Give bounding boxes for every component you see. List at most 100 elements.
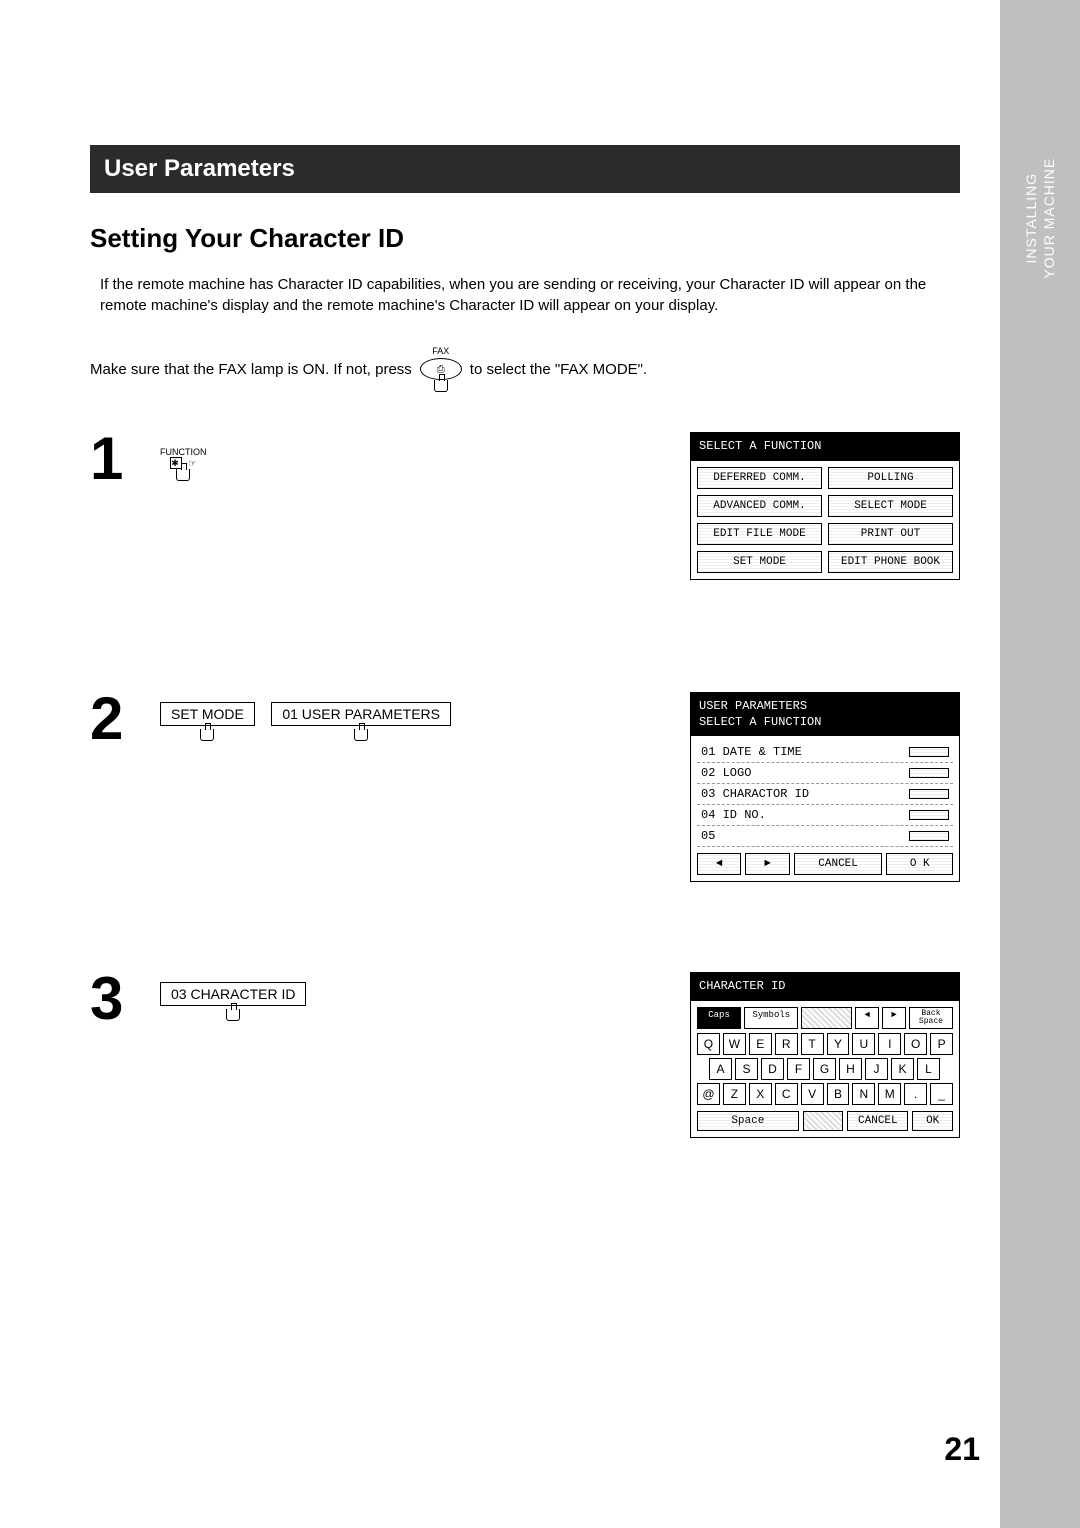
keyboard-key[interactable]: U: [852, 1033, 875, 1055]
keyboard-key[interactable]: F: [787, 1058, 810, 1080]
arrow-right-key[interactable]: ►: [882, 1007, 906, 1029]
keyboard-key[interactable]: O: [904, 1033, 927, 1055]
step-3: 3 03 CHARACTER ID CHARACTER ID Caps Symb…: [90, 972, 960, 1212]
screen-1-cell[interactable]: EDIT FILE MODE: [697, 523, 822, 545]
step-1: 1 FUNCTION ✱ ☞ SELECT A FUNCTION DEFERRE…: [90, 432, 960, 632]
keyboard-key[interactable]: X: [749, 1083, 772, 1105]
user-params-label: 01 USER PARAMETERS: [282, 706, 440, 722]
screen-1-cell[interactable]: EDIT PHONE BOOK: [828, 551, 953, 573]
cancel-button[interactable]: CANCEL: [794, 853, 883, 875]
fax-btn-label: FAX: [432, 346, 449, 356]
fax-button-icon: FAX ⎙: [420, 346, 462, 392]
slot-icon: [909, 768, 949, 778]
keyboard-key[interactable]: Y: [827, 1033, 850, 1055]
keyboard-key[interactable]: A: [709, 1058, 732, 1080]
function-button-icon: FUNCTION ✱ ☞: [160, 447, 207, 481]
press-icon: [176, 469, 190, 481]
arrow-left-key[interactable]: ◄: [855, 1007, 879, 1029]
page-number: 21: [944, 1431, 980, 1468]
space-key[interactable]: Space: [697, 1111, 799, 1131]
keyboard-key[interactable]: S: [735, 1058, 758, 1080]
list-item-label: 03 CHARACTOR ID: [701, 787, 809, 801]
keyboard-key[interactable]: V: [801, 1083, 824, 1105]
list-item[interactable]: 01 DATE & TIME: [697, 742, 953, 763]
keyboard-key[interactable]: E: [749, 1033, 772, 1055]
screen-3-title: CHARACTER ID: [691, 973, 959, 1001]
list-item[interactable]: 04 ID NO.: [697, 805, 953, 826]
keyboard-key[interactable]: G: [813, 1058, 836, 1080]
side-tab-line1: INSTALLING: [1023, 173, 1039, 264]
symbols-key[interactable]: Symbols: [744, 1007, 798, 1029]
screen-2: USER PARAMETERS SELECT A FUNCTION 01 DAT…: [690, 692, 960, 882]
keyboard-key[interactable]: .: [904, 1083, 927, 1105]
backspace-key[interactable]: Back Space: [909, 1007, 953, 1029]
list-item-label: 04 ID NO.: [701, 808, 766, 822]
screen-1-cell[interactable]: PRINT OUT: [828, 523, 953, 545]
screen-1-cell[interactable]: SELECT MODE: [828, 495, 953, 517]
keyboard-key[interactable]: L: [917, 1058, 940, 1080]
set-mode-label: SET MODE: [171, 706, 244, 722]
keyboard-row-1: QWERTYUIOP: [697, 1033, 953, 1055]
keyboard-key[interactable]: B: [827, 1083, 850, 1105]
user-params-button[interactable]: 01 USER PARAMETERS: [271, 702, 451, 726]
intro-text: If the remote machine has Character ID c…: [100, 274, 960, 316]
step-1-left: FUNCTION ✱ ☞: [160, 432, 510, 481]
press-icon: [434, 380, 448, 392]
keyboard-key[interactable]: M: [878, 1083, 901, 1105]
nav-left-button[interactable]: ◄: [697, 853, 741, 875]
screen-1-title: SELECT A FUNCTION: [691, 433, 959, 461]
step-3-number: 3: [90, 972, 160, 1026]
screen-2-title1: USER PARAMETERS: [699, 699, 807, 713]
side-tab-line2: YOUR MACHINE: [1041, 158, 1057, 279]
fax-post: to select the "FAX MODE".: [470, 361, 647, 378]
character-id-button[interactable]: 03 CHARACTER ID: [160, 982, 306, 1006]
press-icon: [354, 729, 368, 741]
keyboard-key[interactable]: @: [697, 1083, 720, 1105]
page-header: User Parameters: [90, 145, 960, 193]
step-2-number: 2: [90, 692, 160, 746]
screen-2-header: USER PARAMETERS SELECT A FUNCTION: [691, 693, 959, 736]
keyboard-key[interactable]: H: [839, 1058, 862, 1080]
list-item-label: 01 DATE & TIME: [701, 745, 802, 759]
keyboard-key[interactable]: D: [761, 1058, 784, 1080]
keyboard-key[interactable]: T: [801, 1033, 824, 1055]
step-2-left: SET MODE 01 USER PARAMETERS: [160, 692, 510, 726]
keyboard-key[interactable]: K: [891, 1058, 914, 1080]
screen-3: CHARACTER ID Caps Symbols ◄ ► Back Space…: [690, 972, 960, 1138]
keyboard-key[interactable]: W: [723, 1033, 746, 1055]
press-icon: [226, 1009, 240, 1021]
ok-button[interactable]: O K: [886, 853, 953, 875]
keyboard-row-3: @ZXCVBNM._: [697, 1083, 953, 1105]
screen-1-cell[interactable]: ADVANCED COMM.: [697, 495, 822, 517]
blank-key: [801, 1007, 852, 1029]
keyboard-key[interactable]: Z: [723, 1083, 746, 1105]
screen-1-cell[interactable]: DEFERRED COMM.: [697, 467, 822, 489]
keyboard-key[interactable]: N: [852, 1083, 875, 1105]
cancel-button[interactable]: CANCEL: [847, 1111, 908, 1131]
screen-1-cell[interactable]: POLLING: [828, 467, 953, 489]
list-item[interactable]: 02 LOGO: [697, 763, 953, 784]
list-item[interactable]: 03 CHARACTOR ID: [697, 784, 953, 805]
keyboard-key[interactable]: C: [775, 1083, 798, 1105]
screen-2-title2: SELECT A FUNCTION: [699, 715, 821, 729]
page-subhead: Setting Your Character ID: [90, 223, 960, 254]
keyboard-key[interactable]: R: [775, 1033, 798, 1055]
page-content: User Parameters Setting Your Character I…: [90, 145, 960, 1272]
caps-key[interactable]: Caps: [697, 1007, 741, 1029]
screen-1-cell[interactable]: SET MODE: [697, 551, 822, 573]
keyboard-key[interactable]: Q: [697, 1033, 720, 1055]
keyboard-row-2: ASDFGHJKL: [697, 1058, 953, 1080]
set-mode-button[interactable]: SET MODE: [160, 702, 255, 726]
slot-icon: [909, 831, 949, 841]
keyboard-key[interactable]: _: [930, 1083, 953, 1105]
keyboard-key[interactable]: I: [878, 1033, 901, 1055]
function-label: FUNCTION: [160, 447, 207, 457]
character-id-label: 03 CHARACTER ID: [171, 986, 295, 1002]
keyboard-key[interactable]: J: [865, 1058, 888, 1080]
press-icon: [200, 729, 214, 741]
ok-button[interactable]: OK: [912, 1111, 953, 1131]
nav-right-button[interactable]: ►: [745, 853, 789, 875]
list-item[interactable]: 05: [697, 826, 953, 847]
keyboard-key[interactable]: P: [930, 1033, 953, 1055]
side-tab: INSTALLING YOUR MACHINE: [1000, 0, 1080, 1528]
